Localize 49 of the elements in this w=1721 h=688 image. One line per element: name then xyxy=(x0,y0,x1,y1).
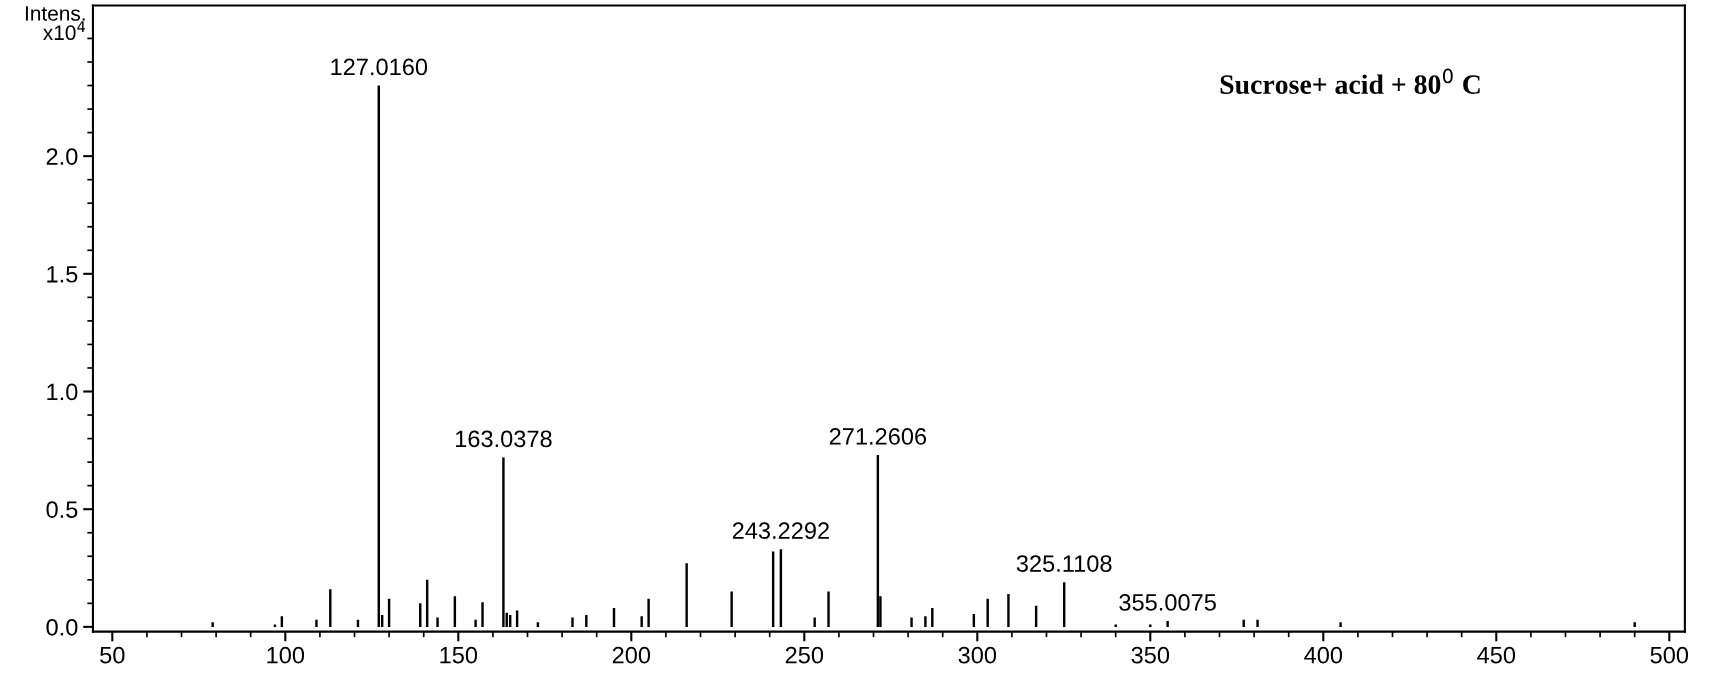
x-tick-label: 250 xyxy=(785,646,824,664)
x-tick-label: 150 xyxy=(440,646,478,664)
x-tick-label: 400 xyxy=(1304,646,1343,664)
annotation: 127.0160 xyxy=(331,58,428,76)
bar xyxy=(1114,624,1117,627)
x-tick-label: 350 xyxy=(1131,646,1170,664)
bar xyxy=(436,617,439,627)
x-tick-label: 100 xyxy=(267,646,305,664)
x-tick-label: 450 xyxy=(1477,646,1516,664)
y-tick-label: 1.5 xyxy=(47,266,78,283)
bar xyxy=(986,598,989,627)
bar xyxy=(315,619,318,627)
bar xyxy=(536,622,540,627)
bar xyxy=(685,563,688,627)
bar xyxy=(474,619,477,627)
bar xyxy=(1633,622,1636,627)
y-tick-label: 0.0 xyxy=(46,618,78,636)
bar xyxy=(1339,622,1342,627)
bar xyxy=(931,608,934,627)
bar xyxy=(640,616,643,627)
x-tick-label: 50 xyxy=(100,646,125,664)
annotation: Sucrose+ acid + 80$^{0}$ C xyxy=(1220,68,1480,95)
y-axis-title: Intens. x10$^{4}$ xyxy=(25,6,86,41)
bar xyxy=(813,617,816,627)
annotation: 325.1108 xyxy=(1016,555,1112,572)
bar xyxy=(211,622,214,627)
bar xyxy=(647,598,650,627)
bar xyxy=(502,457,505,627)
annotation: 163.0378 xyxy=(455,430,552,448)
bar xyxy=(827,591,830,627)
x-tick-label: 500 xyxy=(1650,646,1689,664)
bar xyxy=(1256,619,1259,627)
bar xyxy=(730,591,733,627)
annotation: 355.0075 xyxy=(1119,594,1216,611)
bar xyxy=(1149,624,1152,627)
y-tick-label: 1.0 xyxy=(47,383,78,401)
x-tick-label: 300 xyxy=(958,646,997,664)
bar xyxy=(571,617,574,627)
annotation: 243.2292 xyxy=(732,522,829,539)
bar xyxy=(481,602,484,627)
annotation: 271.2606 xyxy=(829,428,927,445)
y-tick-label: 0.5 xyxy=(46,501,78,518)
bar xyxy=(924,616,927,627)
x-tick-label: 200 xyxy=(612,646,651,664)
bar xyxy=(1166,620,1169,627)
y-tick-label: 2.0 xyxy=(46,148,78,165)
bar xyxy=(585,615,588,627)
bar xyxy=(910,617,913,627)
bar xyxy=(1007,593,1010,627)
